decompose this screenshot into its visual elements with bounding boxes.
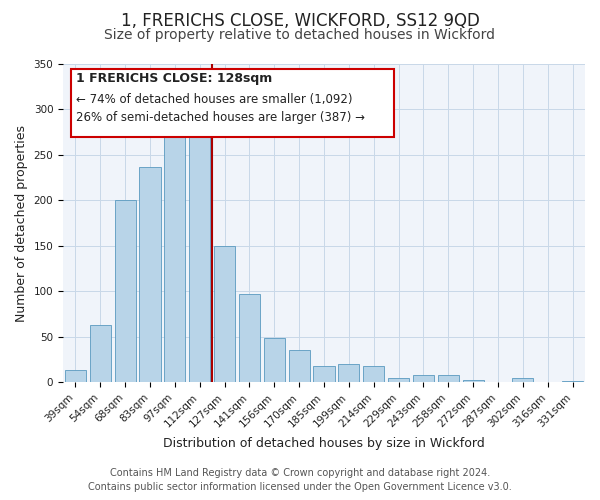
Bar bbox=[115, 200, 136, 382]
Text: 1 FRERICHS CLOSE: 128sqm: 1 FRERICHS CLOSE: 128sqm bbox=[76, 72, 272, 85]
X-axis label: Distribution of detached houses by size in Wickford: Distribution of detached houses by size … bbox=[163, 437, 485, 450]
Y-axis label: Number of detached properties: Number of detached properties bbox=[15, 124, 28, 322]
Bar bbox=[90, 325, 111, 382]
Text: 1, FRERICHS CLOSE, WICKFORD, SS12 9QD: 1, FRERICHS CLOSE, WICKFORD, SS12 9QD bbox=[121, 12, 479, 30]
Bar bbox=[65, 370, 86, 382]
Bar bbox=[164, 128, 185, 382]
Bar bbox=[289, 350, 310, 382]
Bar bbox=[313, 366, 335, 382]
Bar bbox=[363, 366, 384, 382]
Text: Contains HM Land Registry data © Crown copyright and database right 2024.
Contai: Contains HM Land Registry data © Crown c… bbox=[88, 468, 512, 492]
Bar bbox=[413, 375, 434, 382]
Bar bbox=[189, 118, 210, 382]
Bar bbox=[562, 381, 583, 382]
Bar bbox=[388, 378, 409, 382]
Bar bbox=[139, 166, 161, 382]
Bar bbox=[264, 338, 285, 382]
Bar bbox=[512, 378, 533, 382]
Text: Size of property relative to detached houses in Wickford: Size of property relative to detached ho… bbox=[104, 28, 496, 42]
FancyBboxPatch shape bbox=[71, 69, 394, 137]
Bar bbox=[463, 380, 484, 382]
Bar bbox=[214, 246, 235, 382]
Bar bbox=[338, 364, 359, 382]
Bar bbox=[438, 375, 459, 382]
Bar bbox=[239, 294, 260, 382]
Text: ← 74% of detached houses are smaller (1,092)
26% of semi-detached houses are lar: ← 74% of detached houses are smaller (1,… bbox=[76, 92, 365, 124]
